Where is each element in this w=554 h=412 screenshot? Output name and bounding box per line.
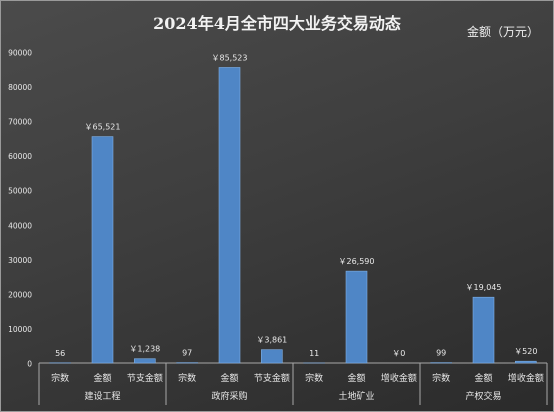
x-tick-label: 金额 — [220, 372, 238, 384]
data-label: 11 — [309, 349, 319, 358]
y-tick-label: 30000 — [8, 256, 32, 265]
x-tick-label: 宗数 — [51, 372, 69, 384]
chart-title: 2024年4月全市四大业务交易动态 — [153, 14, 401, 33]
x-tick-label: 金额 — [347, 372, 365, 384]
x-tick-label: 节支金额 — [127, 372, 163, 384]
y-tick-label: 80000 — [8, 83, 32, 92]
y-tick-label: 70000 — [8, 118, 32, 127]
x-tick-label: 宗数 — [305, 372, 323, 384]
data-label: ￥26,590 — [339, 257, 375, 266]
y-tick-label: 0 — [27, 360, 32, 369]
x-tick-label: 宗数 — [432, 372, 450, 384]
data-label: ￥520 — [514, 347, 537, 356]
x-tick-label: 节支金额 — [254, 372, 290, 384]
data-label: 56 — [55, 349, 65, 358]
data-label: ￥85,523 — [212, 53, 248, 62]
bar — [218, 67, 241, 364]
data-label: ￥3,861 — [256, 336, 287, 345]
x-tick-label: 金额 — [93, 372, 111, 384]
y-tick-label: 20000 — [8, 290, 32, 299]
bar — [345, 270, 368, 364]
group-label: 产权交易 — [465, 390, 501, 402]
data-label: 97 — [182, 349, 192, 358]
data-label: ￥65,521 — [85, 123, 121, 132]
bar — [134, 358, 156, 364]
unit-label: 金额（万元） — [466, 25, 539, 39]
data-label: ￥1,238 — [129, 345, 160, 354]
y-tick-label: 90000 — [8, 49, 32, 58]
x-tick-label: 宗数 — [178, 372, 196, 384]
data-label: ￥0 — [392, 349, 405, 358]
data-label: 99 — [436, 349, 446, 358]
data-label: ￥19,045 — [466, 283, 502, 292]
x-tick-label: 增收金额 — [381, 372, 417, 384]
y-tick-label: 50000 — [8, 187, 32, 196]
y-tick-label: 40000 — [8, 221, 32, 230]
x-tick-label: 金额 — [474, 372, 492, 384]
y-tick-label: 60000 — [8, 152, 32, 161]
bar — [261, 349, 283, 364]
x-tick-label: 增收金额 — [508, 372, 544, 384]
group-label: 土地矿业 — [338, 390, 374, 402]
bar — [515, 360, 537, 364]
group-label: 建设工程 — [84, 390, 120, 402]
bar — [91, 136, 114, 364]
bar — [472, 296, 495, 364]
y-tick-label: 10000 — [8, 325, 32, 334]
group-label: 政府采购 — [211, 390, 247, 402]
